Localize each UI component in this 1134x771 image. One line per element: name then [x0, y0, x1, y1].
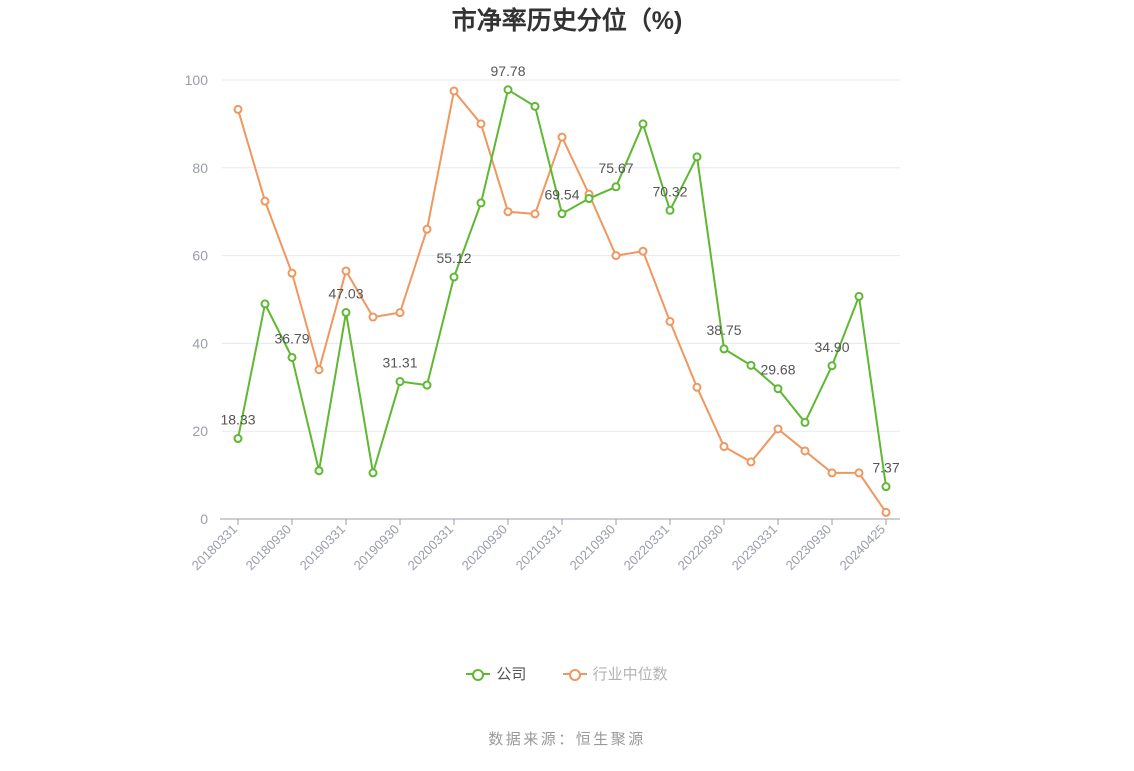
svg-text:20190331: 20190331	[297, 522, 349, 574]
svg-text:75.67: 75.67	[598, 160, 633, 176]
svg-text:20: 20	[192, 423, 208, 439]
svg-text:47.03: 47.03	[328, 286, 363, 302]
svg-text:60: 60	[192, 248, 208, 264]
svg-text:20180331: 20180331	[189, 522, 241, 574]
svg-text:38.75: 38.75	[706, 322, 741, 338]
svg-text:40: 40	[192, 335, 208, 351]
svg-text:80: 80	[192, 160, 208, 176]
svg-text:31.31: 31.31	[382, 355, 417, 371]
svg-text:20190930: 20190930	[351, 522, 403, 574]
svg-text:69.54: 69.54	[544, 187, 579, 203]
svg-text:20220930: 20220930	[675, 522, 727, 574]
svg-text:20200331: 20200331	[405, 522, 457, 574]
svg-text:20210930: 20210930	[567, 522, 619, 574]
svg-text:7.37: 7.37	[872, 460, 899, 476]
svg-text:20220331: 20220331	[621, 522, 673, 574]
svg-text:36.79: 36.79	[274, 330, 309, 346]
svg-text:34.90: 34.90	[814, 339, 849, 355]
svg-text:55.12: 55.12	[436, 250, 471, 266]
svg-text:20210331: 20210331	[513, 522, 565, 574]
svg-text:97.78: 97.78	[490, 63, 525, 79]
svg-text:100: 100	[185, 72, 209, 88]
svg-text:20230930: 20230930	[783, 522, 835, 574]
svg-text:29.68: 29.68	[760, 362, 795, 378]
svg-text:20200930: 20200930	[459, 522, 511, 574]
svg-text:0: 0	[200, 511, 208, 527]
svg-text:20240425: 20240425	[837, 522, 889, 574]
svg-text:20230331: 20230331	[729, 522, 781, 574]
svg-text:18.33: 18.33	[220, 412, 255, 428]
svg-text:20180930: 20180930	[243, 522, 295, 574]
svg-text:70.32: 70.32	[652, 183, 687, 199]
